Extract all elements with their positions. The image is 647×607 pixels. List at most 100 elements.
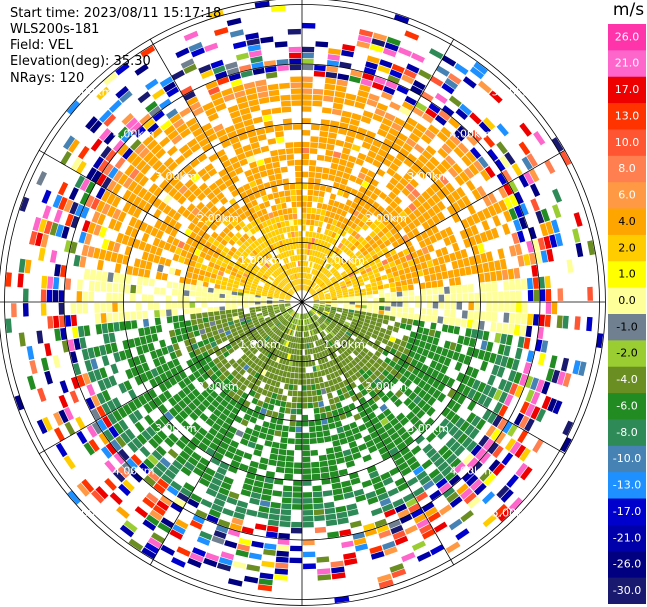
ppi-gate [302, 313, 304, 320]
ppi-gate [134, 375, 143, 386]
ppi-gate [355, 391, 364, 400]
ppi-gate [325, 319, 331, 324]
ppi-gate [372, 234, 380, 242]
ppi-gate [227, 347, 235, 355]
ppi-gate [247, 264, 254, 270]
ppi-gate [199, 328, 206, 335]
ppi-gate [223, 258, 230, 265]
ppi-gate [244, 340, 252, 347]
ppi-gate [209, 214, 218, 223]
ppi-gate [220, 551, 235, 561]
ppi-gate [266, 391, 273, 398]
ppi-gate [242, 483, 253, 492]
ppi-gate [310, 309, 316, 314]
ppi-gate [410, 358, 419, 367]
ppi-gate [360, 311, 367, 316]
ppi-gate [409, 460, 421, 471]
ppi-gate [222, 507, 234, 517]
ppi-gate [223, 235, 231, 243]
ppi-gate [394, 338, 402, 345]
ppi-gate [132, 397, 143, 409]
ppi-gate [420, 134, 432, 145]
ppi-gate [494, 354, 503, 366]
ppi-gate [263, 357, 270, 364]
ppi-gate [316, 264, 321, 271]
ppi-gate [134, 421, 145, 433]
ppi-gate [513, 412, 525, 426]
ppi-gate [282, 271, 287, 277]
ppi-gate [127, 400, 138, 412]
ppi-gate [373, 421, 383, 430]
ppi-gate [331, 329, 337, 336]
ppi-gate [164, 411, 174, 421]
ppi-gate [268, 267, 274, 273]
ppi-gate [67, 339, 75, 352]
ppi-gate [487, 441, 499, 455]
ppi-gate [379, 403, 388, 412]
ppi-gate [278, 532, 290, 540]
ppi-gate [218, 168, 228, 178]
ppi-gate [176, 123, 188, 134]
ppi-gate [333, 200, 340, 208]
ppi-gate [397, 482, 409, 492]
ppi-gate [82, 302, 89, 314]
ppi-gate [284, 286, 289, 291]
ppi-gate [96, 405, 107, 418]
ppi-gate [154, 219, 163, 230]
ppi-gate [139, 259, 147, 269]
ppi-gate [330, 476, 341, 484]
ppi-gate [123, 520, 138, 533]
ppi-gate [290, 274, 294, 281]
ppi-gate [178, 144, 190, 154]
ppi-gate [295, 361, 299, 367]
ppi-gate [302, 225, 306, 231]
ppi-gate [248, 324, 255, 329]
ppi-gate [297, 397, 302, 403]
ppi-gate [172, 393, 182, 403]
ppi-gate [90, 358, 99, 370]
ppi-gate [264, 335, 271, 342]
ppi-gate [288, 250, 292, 256]
ppi-gate [232, 253, 240, 260]
ppi-gate [264, 254, 271, 261]
ppi-gate [235, 250, 242, 257]
ppi-gate [193, 248, 202, 256]
ppi-gate [116, 126, 129, 139]
ppi-gate [118, 483, 131, 497]
ppi-gate [249, 307, 255, 311]
ppi-gate [146, 139, 158, 151]
ppi-gate [400, 466, 412, 477]
ppi-gate [143, 403, 153, 414]
ppi-gate [124, 428, 136, 441]
ppi-gate [323, 277, 328, 282]
ppi-gate [299, 313, 301, 320]
ppi-gate [215, 432, 225, 441]
ppi-gate [160, 473, 173, 485]
ppi-gate [305, 325, 309, 331]
ppi-gate [503, 196, 513, 210]
ppi-gate [192, 127, 204, 138]
ppi-gate [540, 340, 549, 353]
ppi-gate [409, 178, 419, 188]
ppi-gate [169, 529, 184, 540]
ppi-gate [437, 382, 446, 392]
ppi-gate [152, 358, 161, 368]
ppi-gate [294, 159, 302, 166]
ppi-gate [323, 216, 329, 223]
ppi-gate [190, 313, 197, 320]
ppi-gate [345, 249, 352, 256]
ppi-gate [276, 268, 281, 275]
ppi-gate [279, 293, 286, 297]
ppi-gate [270, 230, 277, 237]
ppi-gate [316, 278, 321, 284]
ppi-gate [334, 383, 341, 391]
ppi-gate [232, 161, 241, 170]
ppi-gate [84, 233, 93, 245]
ppi-gate [537, 326, 544, 340]
ppi-gate [342, 191, 350, 199]
ppi-gate [427, 244, 435, 253]
ppi-gate [298, 361, 302, 367]
ppi-gate [322, 287, 328, 292]
ppi-gate [327, 257, 333, 264]
ppi-gate [376, 318, 383, 324]
